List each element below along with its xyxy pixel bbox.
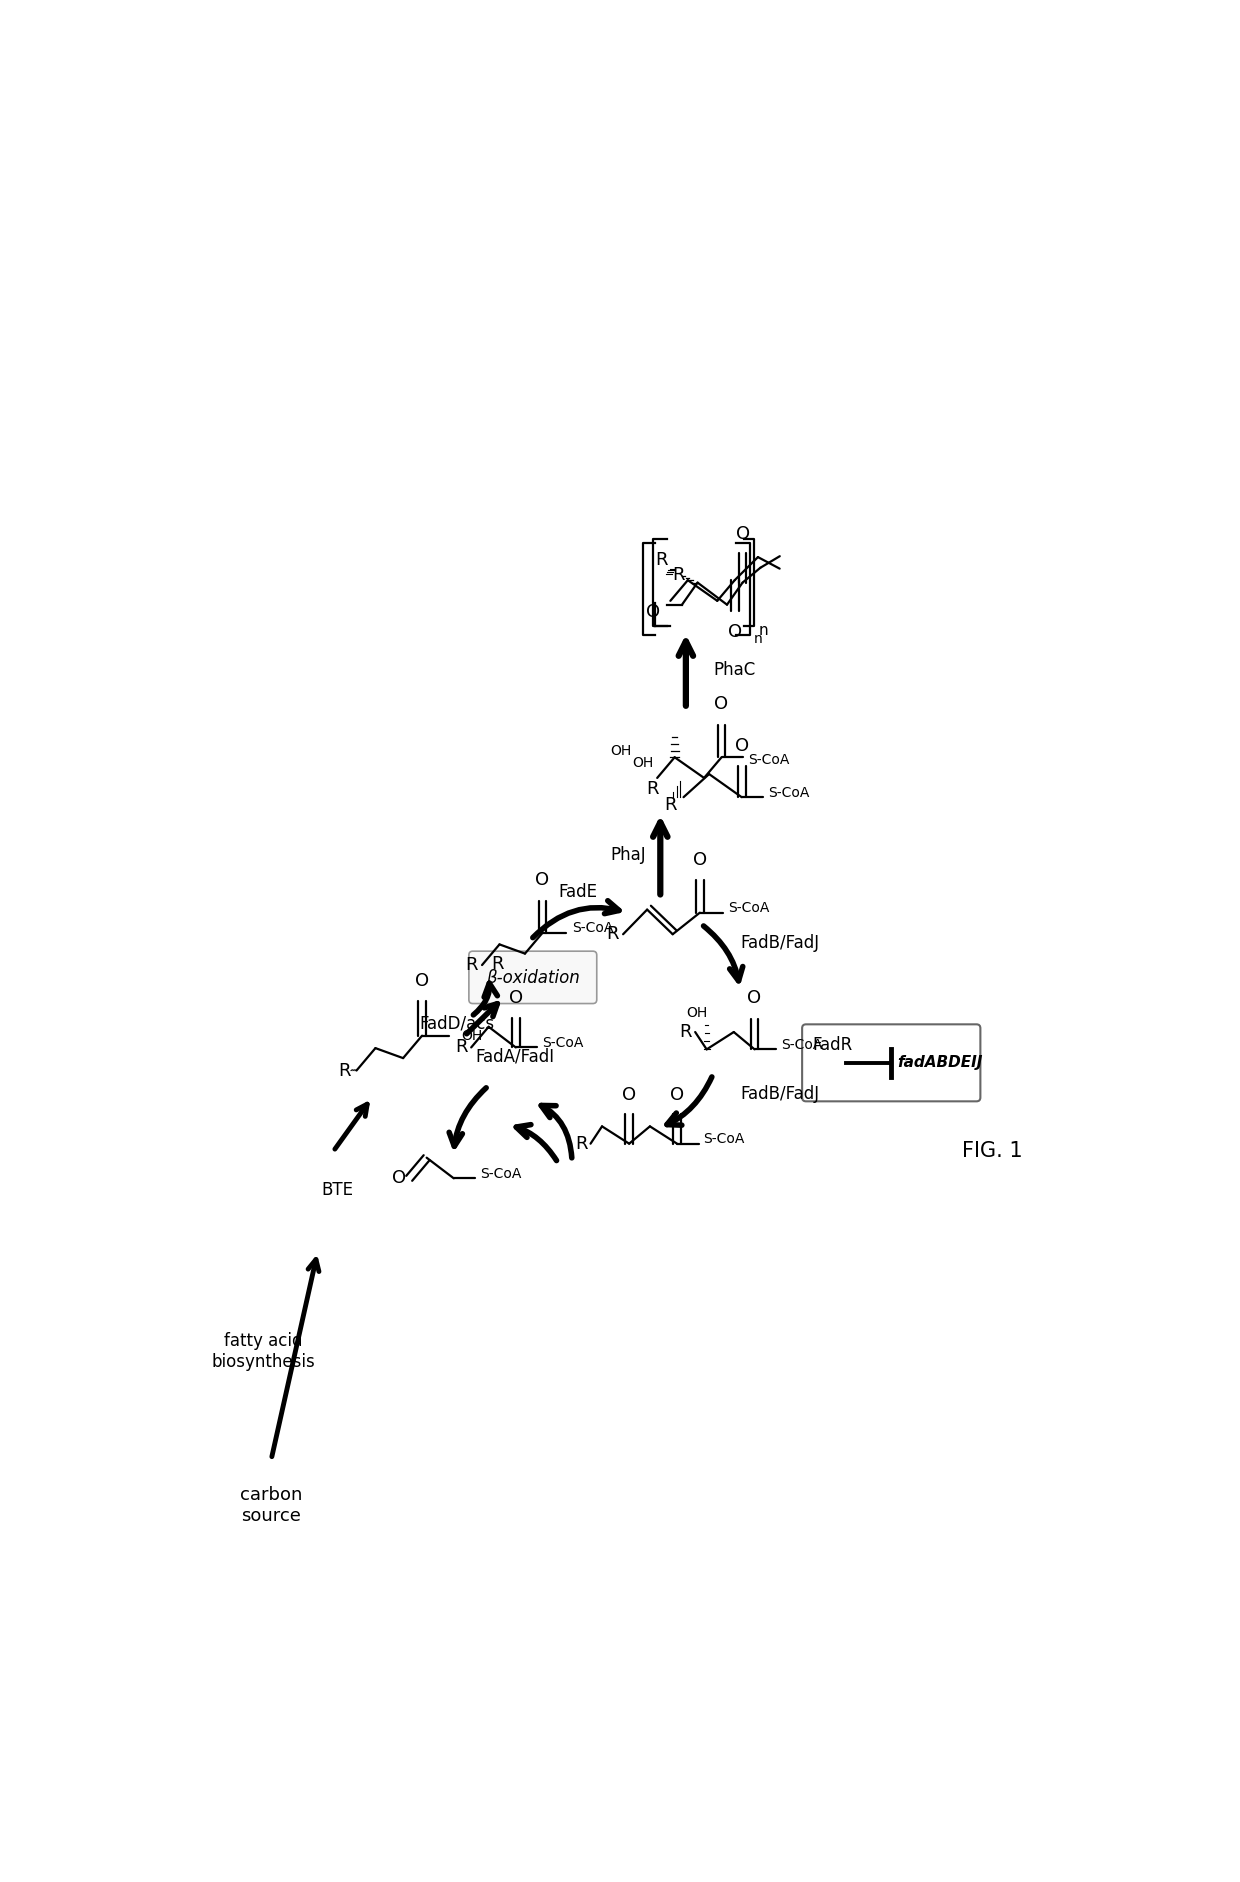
Text: FadD/acs: FadD/acs bbox=[419, 1014, 495, 1031]
Text: OH: OH bbox=[461, 1029, 482, 1043]
Text: FadE: FadE bbox=[558, 883, 596, 901]
Text: R: R bbox=[492, 954, 505, 973]
Text: OH: OH bbox=[687, 1007, 708, 1020]
Text: R: R bbox=[646, 781, 658, 798]
Text: O: O bbox=[748, 990, 761, 1007]
Text: S-CoA: S-CoA bbox=[480, 1167, 522, 1180]
Text: O: O bbox=[734, 738, 749, 755]
Text: R: R bbox=[665, 796, 677, 813]
Text: carbon
source: carbon source bbox=[241, 1487, 303, 1524]
Text: OH: OH bbox=[632, 755, 653, 770]
Text: R: R bbox=[465, 956, 477, 975]
FancyBboxPatch shape bbox=[802, 1024, 981, 1101]
Text: FadB/FadJ: FadB/FadJ bbox=[740, 1084, 820, 1103]
Text: O: O bbox=[622, 1086, 636, 1103]
Text: PhaJ: PhaJ bbox=[610, 845, 646, 864]
Text: R: R bbox=[680, 1024, 692, 1041]
Text: PhaC: PhaC bbox=[713, 661, 755, 679]
Text: S-CoA: S-CoA bbox=[728, 901, 769, 915]
Text: R: R bbox=[672, 566, 684, 583]
Text: R: R bbox=[655, 551, 667, 568]
Text: n: n bbox=[754, 632, 763, 646]
Text: O: O bbox=[392, 1169, 407, 1188]
Text: FadB/FadJ: FadB/FadJ bbox=[740, 935, 820, 952]
Text: S-CoA: S-CoA bbox=[542, 1035, 584, 1050]
Text: O: O bbox=[670, 1086, 684, 1103]
Text: FadR: FadR bbox=[812, 1037, 852, 1054]
Text: O: O bbox=[714, 694, 729, 713]
Text: BTE: BTE bbox=[321, 1180, 353, 1199]
Text: β-oxidation: β-oxidation bbox=[486, 969, 580, 988]
Text: S-CoA: S-CoA bbox=[768, 785, 810, 800]
Text: R: R bbox=[606, 926, 619, 943]
Text: R: R bbox=[339, 1061, 351, 1080]
Text: n: n bbox=[759, 623, 769, 638]
Text: O: O bbox=[728, 623, 742, 640]
Text: fatty acid
biosynthesis: fatty acid biosynthesis bbox=[212, 1332, 315, 1370]
Text: S-CoA: S-CoA bbox=[703, 1133, 745, 1146]
FancyBboxPatch shape bbox=[469, 950, 596, 1003]
Text: S-CoA: S-CoA bbox=[572, 922, 614, 935]
Text: R: R bbox=[455, 1039, 467, 1056]
Text: O: O bbox=[536, 871, 549, 888]
Text: FIG. 1: FIG. 1 bbox=[962, 1140, 1022, 1161]
Text: O: O bbox=[735, 525, 750, 542]
Text: R: R bbox=[575, 1135, 588, 1152]
Text: FadA/FadI: FadA/FadI bbox=[476, 1046, 556, 1065]
Text: S-CoA: S-CoA bbox=[748, 753, 789, 766]
Text: OH: OH bbox=[610, 743, 631, 758]
Text: O: O bbox=[415, 971, 429, 990]
Text: O: O bbox=[646, 604, 661, 621]
Text: S-CoA: S-CoA bbox=[781, 1037, 822, 1052]
Text: fadABDEIJ: fadABDEIJ bbox=[898, 1056, 983, 1071]
Text: O: O bbox=[508, 990, 523, 1007]
Text: O: O bbox=[693, 851, 707, 869]
